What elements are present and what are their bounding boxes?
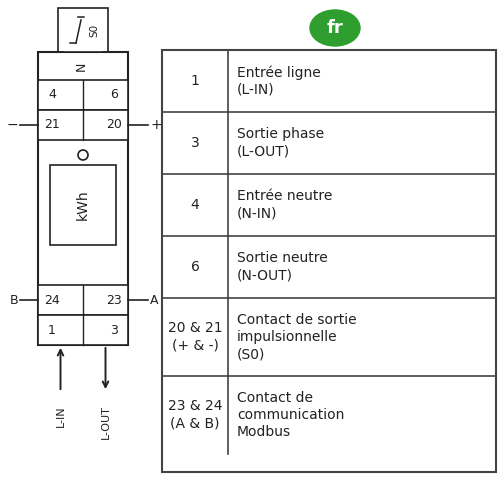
Text: fr: fr [326,19,344,37]
Bar [38,285,128,315]
Text: kWh: kWh [76,190,90,220]
Text: L-OUT: L-OUT [100,405,110,439]
Bar [58,8,108,52]
Text: 3: 3 [190,136,200,150]
Bar [38,110,128,140]
Bar [50,165,116,245]
Text: Entrée neutre
(N-IN): Entrée neutre (N-IN) [237,190,332,220]
Ellipse shape [310,10,360,46]
Bar [162,50,496,472]
Text: Entrée ligne
(L-IN): Entrée ligne (L-IN) [237,65,321,97]
Text: B: B [10,294,18,306]
Text: Sortie phase
(L-OUT): Sortie phase (L-OUT) [237,128,324,158]
Text: 1: 1 [190,74,200,88]
Text: 4: 4 [48,88,56,102]
Text: L-IN: L-IN [56,405,66,426]
Text: N: N [74,62,88,70]
Bar [38,315,128,345]
Text: 3: 3 [110,324,118,336]
Text: 1: 1 [48,324,56,336]
Text: 6: 6 [110,88,118,102]
Text: Contact de sortie
impulsionnelle
(S0): Contact de sortie impulsionnelle (S0) [237,312,356,362]
Text: Sortie neutre
(N-OUT): Sortie neutre (N-OUT) [237,252,328,282]
Text: 20 & 21
(+ & -): 20 & 21 (+ & -) [168,322,222,352]
Text: 6: 6 [190,260,200,274]
Text: +: + [150,118,162,132]
Text: Contact de
communication
Modbus: Contact de communication Modbus [237,390,344,440]
Text: 20: 20 [106,118,122,132]
Text: 21: 21 [44,118,60,132]
Text: S0: S0 [89,24,99,36]
Text: −: − [6,118,18,132]
Text: A: A [150,294,158,306]
Circle shape [78,150,88,160]
Bar [38,80,128,110]
Text: 23: 23 [106,294,122,306]
Bar [38,52,128,345]
Text: 4: 4 [190,198,200,212]
Text: 23 & 24
(A & B): 23 & 24 (A & B) [168,400,222,430]
Text: 24: 24 [44,294,60,306]
